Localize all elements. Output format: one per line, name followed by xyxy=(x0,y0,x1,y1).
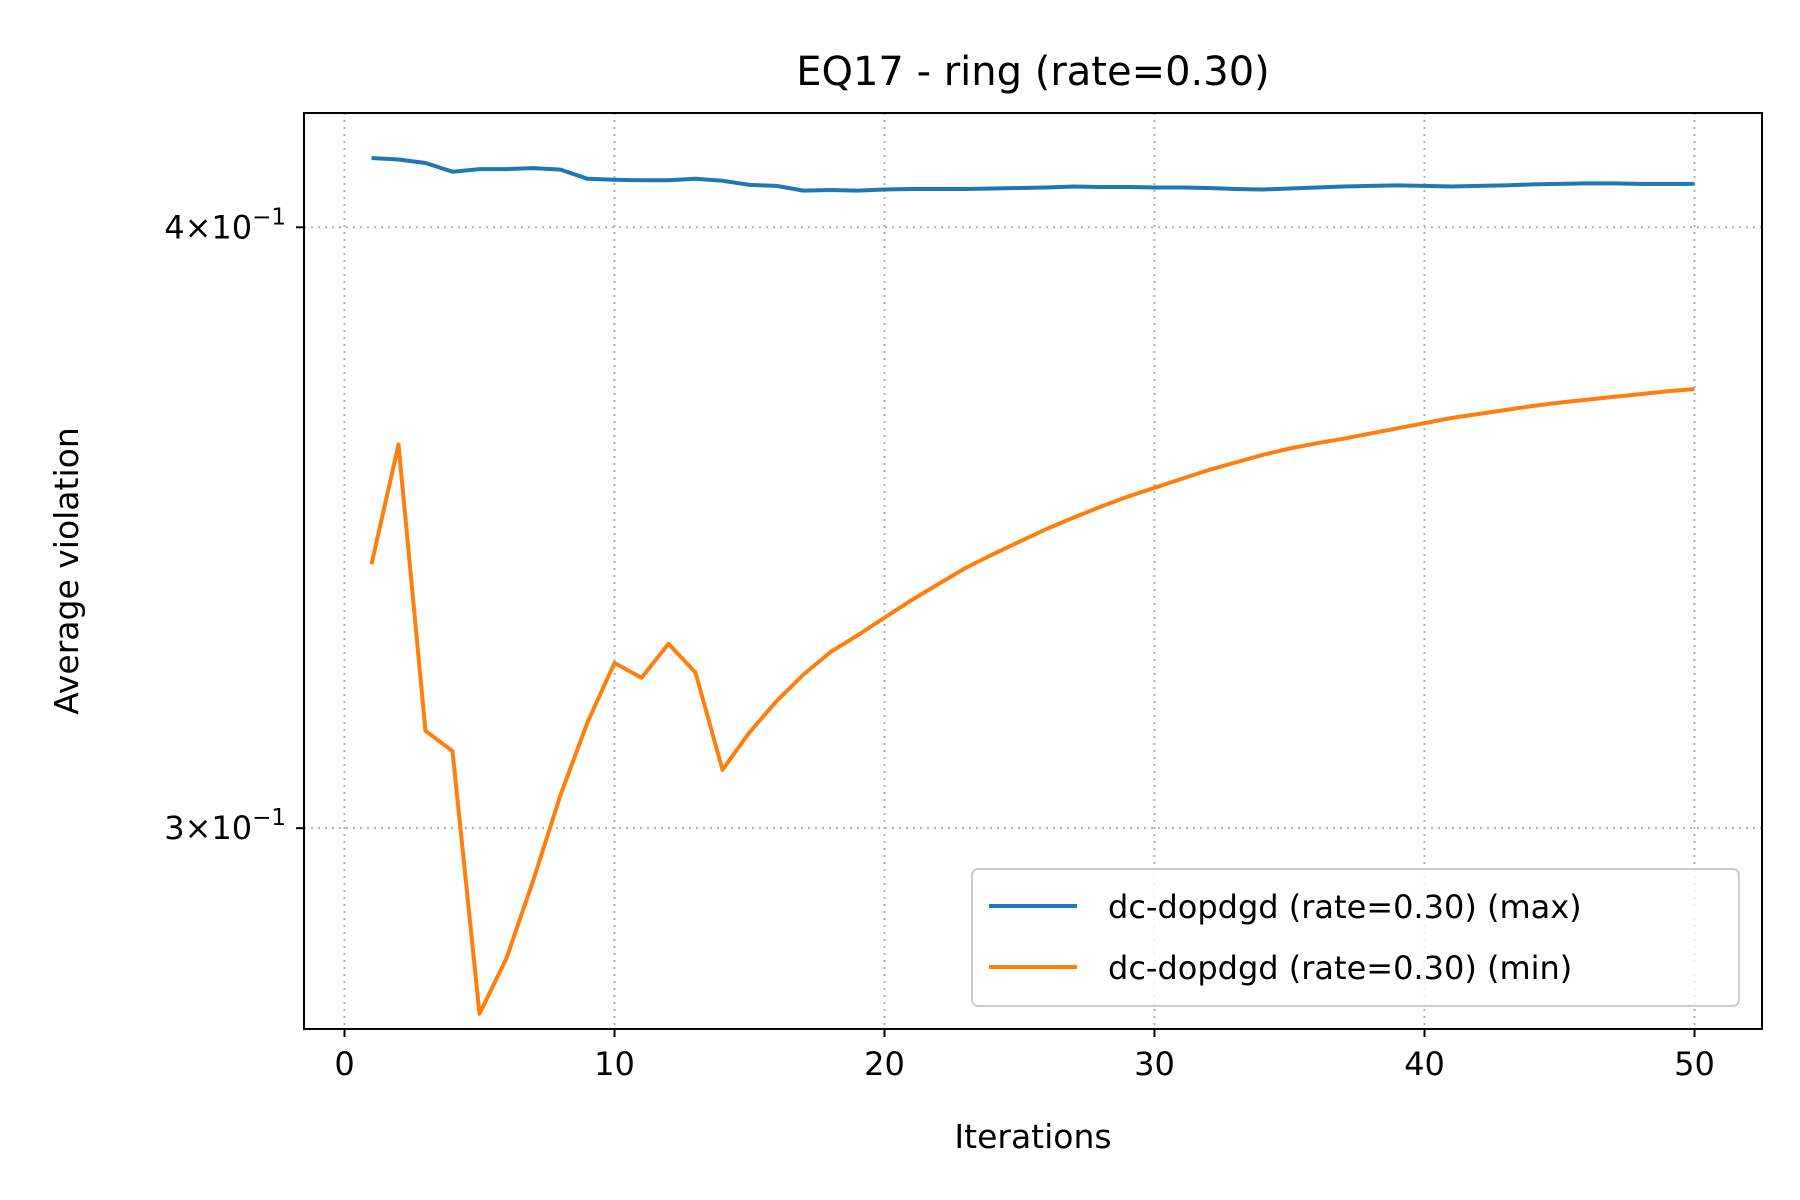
plot-frame xyxy=(303,112,1763,1030)
x-axis-label: Iterations xyxy=(954,1117,1111,1156)
legend-box xyxy=(971,868,1740,1007)
y-tick-label: 4×10−1 xyxy=(164,204,286,246)
legend: dc-dopdgd (rate=0.30) (max) dc-dopdgd (r… xyxy=(971,868,1740,1007)
x-tick-label: 30 xyxy=(1134,1045,1175,1083)
legend-label-min: dc-dopdgd (rate=0.30) (min) xyxy=(1108,949,1572,987)
series-line-0 xyxy=(371,156,1695,193)
axis-ticks: 0 10 20 30 40 50 3×10−1 4×10−1 xyxy=(164,204,1715,1083)
x-tick-label: 40 xyxy=(1404,1045,1445,1083)
series-lines xyxy=(369,156,1695,1016)
x-tick-label: 50 xyxy=(1674,1045,1715,1083)
series-line-1 xyxy=(369,387,1695,1016)
x-tick-label: 20 xyxy=(864,1045,905,1083)
legend-label-max: dc-dopdgd (rate=0.30) (max) xyxy=(1108,888,1582,926)
y-axis-label: Average violation xyxy=(47,427,86,715)
y-tick-label: 3×10−1 xyxy=(164,805,286,847)
chart-title: EQ17 - ring (rate=0.30) xyxy=(796,49,1270,95)
x-tick-label: 0 xyxy=(334,1045,354,1083)
x-tick-label: 10 xyxy=(594,1045,635,1083)
